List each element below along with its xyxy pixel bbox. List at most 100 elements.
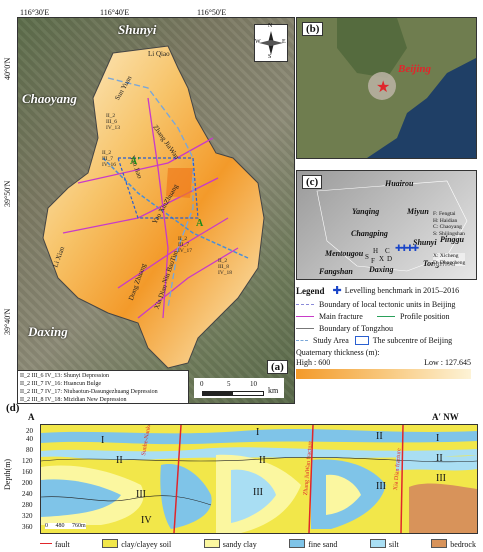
- tongzhou-boundary: [42, 45, 265, 369]
- region-map: [297, 18, 476, 158]
- profile-swatch: [377, 316, 395, 317]
- compass-w: W: [255, 39, 261, 45]
- tongzhou-swatch: [296, 328, 314, 329]
- place-fangshan: Fangshan: [319, 267, 353, 276]
- fracture-swatch: [296, 316, 314, 317]
- layer-iii-4: III: [436, 473, 446, 484]
- compass-e: E: [282, 39, 286, 45]
- study-area-swatch: [296, 340, 308, 341]
- compass-n: N: [268, 23, 273, 29]
- layer-iii-3: III: [376, 481, 386, 492]
- place-huairou: Huairou: [385, 179, 414, 188]
- legend-subcentre: The subcentre of Beijing: [372, 336, 453, 345]
- scale-bar: 0 5 10 km: [194, 378, 284, 398]
- geological-profile: I I I II II II II III III III III IV Sun…: [40, 424, 478, 534]
- layer-ii-2: II: [259, 455, 266, 466]
- profile-line: [102, 157, 249, 259]
- unit-label-4: II_2 III_8 IV_18: [218, 258, 233, 276]
- layer-ii-1: II: [116, 455, 123, 466]
- legend-tongzhou: Boundary of Tongzhou: [319, 324, 393, 333]
- legend-profile: Profile position: [400, 312, 450, 321]
- layer-ii-3: II: [376, 431, 383, 442]
- profile-layers: [41, 425, 477, 533]
- district-shunyi: Shunyi: [118, 22, 157, 37]
- district-chaoyang: Chaoyang: [22, 91, 77, 106]
- place-h: H: [373, 247, 379, 255]
- place-mentougou: Mentougou: [325, 249, 364, 258]
- legend-local-boundary: Boundary of local tectonic units in Beij…: [319, 300, 456, 309]
- map-panel-b: ★ Beijing (b): [296, 17, 477, 159]
- panel-d-label: (d): [6, 402, 20, 414]
- coord-left-2: 39°50'N: [3, 180, 12, 207]
- map-panel-a: Shunyi Chaoyang Daxing Li Qiao Sun Yuan …: [17, 17, 295, 404]
- fault-2: [308, 425, 314, 533]
- subcentre-boundary: [117, 157, 199, 219]
- unit-label-3: II_2 III_7 IV_17: [178, 236, 193, 254]
- legend: Legend ✚ Levelling benchmark in 2015–201…: [296, 282, 475, 394]
- place-shunyi: Shunyi: [413, 238, 437, 247]
- depth-label: Depth(m): [3, 458, 12, 490]
- fracture-1: [77, 137, 214, 184]
- silt-swatch: [369, 538, 386, 548]
- local-boundary-swatch: [296, 304, 314, 305]
- legend-thickness-title: Quaternary thickness (m):: [296, 348, 380, 357]
- scale-tick-10: 10: [250, 380, 257, 388]
- place-miyun: Miyun: [407, 207, 429, 216]
- scale-tick-5: 5: [227, 380, 231, 388]
- fracture-4: [137, 247, 239, 319]
- unit-label-1: II_2 III_6 IV_13: [106, 113, 121, 131]
- layer-i-2: I: [256, 427, 260, 438]
- panel-a-label: (a): [267, 360, 288, 374]
- place-yanqing: Yanqing: [352, 207, 380, 216]
- road-liqiao: Li Qiao: [148, 50, 170, 58]
- beijing-relief-map: [316, 180, 468, 272]
- legend-low: Low : 127.645: [424, 358, 471, 367]
- layer-iv-1: IV: [141, 515, 152, 526]
- coord-left-3: 39°40'N: [3, 308, 12, 335]
- unit-label-2: II_2 III_7 IV_16: [102, 150, 117, 168]
- legend-study-area: Study Area: [313, 336, 349, 345]
- layer-ii-4: II: [436, 453, 443, 464]
- abbrev-list-2: F: Fengtai H: Haidian C: Chaoyang S: Shi…: [433, 211, 465, 237]
- unit-notes-box: II_2 III_6 IV_13: Shunyi Depression II_2…: [18, 370, 189, 403]
- legend-silt-item: silt: [369, 534, 399, 552]
- place-changping: Changping: [351, 229, 388, 238]
- map-panel-c: (c) Huairou Yanqing Miyun Changping Ping…: [296, 170, 477, 280]
- benchmark-cluster-icon: ✚✚✚✚: [395, 243, 419, 253]
- benchmark-icon: ✚: [332, 285, 342, 297]
- thickness-gradient: [296, 369, 471, 379]
- place-s: S: [365, 253, 369, 261]
- fine-sand-swatch: [289, 538, 306, 548]
- legend-fault-item: fault: [40, 534, 70, 552]
- compass-icon: N E S W: [254, 23, 288, 62]
- panel-c-label: (c): [302, 175, 323, 189]
- depth-ticks: 20 40 80 120 160 200 240 280 320 360: [22, 427, 33, 531]
- place-x: X: [379, 255, 385, 263]
- place-pinggu: Pinggu: [440, 235, 465, 244]
- marker-a-prime: A': [130, 156, 140, 167]
- study-area-map: [42, 45, 265, 369]
- unit-note-1: II_2 III_6 IV_13: Shunyi Depression: [20, 373, 109, 379]
- place-c: C: [385, 247, 390, 255]
- abbrev-list: X: Xicheng D: Dongcheng: [433, 253, 466, 266]
- legend-bedrock-item: bedrock: [431, 534, 476, 552]
- legend-title: Legend: [296, 285, 325, 296]
- scale-tick-0: 0: [200, 380, 204, 388]
- compass-s: S: [268, 54, 272, 60]
- sandy-clay-swatch: [203, 538, 220, 548]
- profile-right-marker: A′ NW: [432, 412, 459, 422]
- coord-top-3: 116°50'E: [197, 8, 227, 17]
- profile-left-marker: A: [28, 412, 35, 422]
- district-daxing: Daxing: [28, 324, 68, 339]
- marker-a: A: [196, 218, 204, 229]
- layer-iii-1: III: [136, 489, 146, 500]
- layer-i-1: I: [101, 435, 105, 446]
- bedrock-swatch: [431, 538, 448, 548]
- unit-note-2: II_2 III_7 IV_16: Huancun Bulge: [20, 381, 101, 387]
- clay-swatch: [102, 538, 119, 548]
- place-f: F: [371, 257, 375, 265]
- city-label: Beijing: [398, 63, 432, 75]
- legend-main-fracture: Main fracture: [319, 312, 363, 321]
- legend-fine-sand-item: fine sand: [289, 534, 337, 552]
- coord-top-1: 116°30'E: [20, 8, 50, 17]
